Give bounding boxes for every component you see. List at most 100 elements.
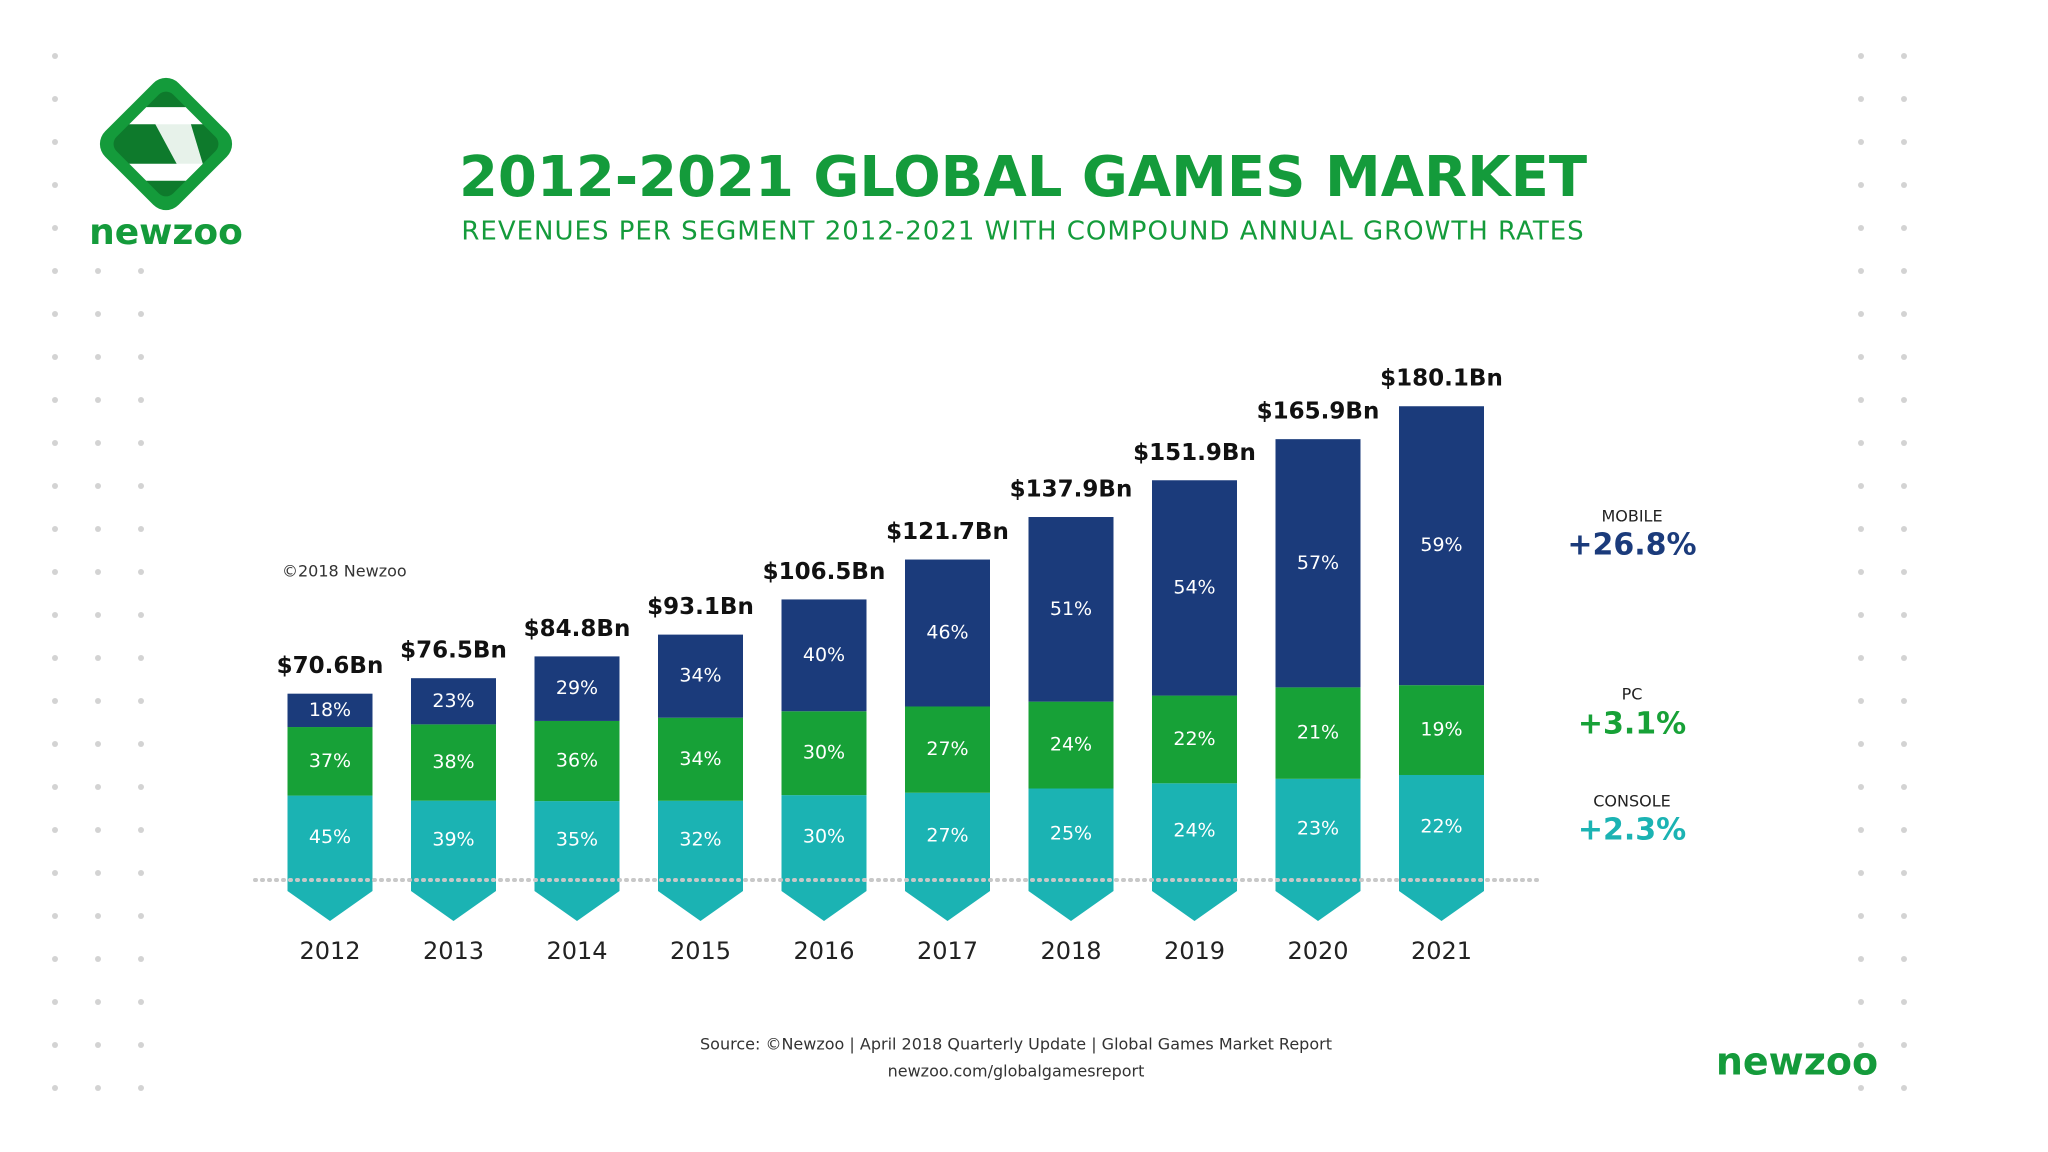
bar-segment <box>781 795 867 879</box>
bar-segment <box>1028 517 1114 702</box>
logo-text: newzoo <box>89 212 243 253</box>
bar-segment <box>287 795 373 879</box>
segment-label: 27% <box>926 738 968 760</box>
bar-segment <box>905 559 990 707</box>
dot-decoration <box>42 42 62 262</box>
legend-name: PC <box>1622 685 1643 704</box>
segment-label: 23% <box>432 690 474 712</box>
bar-segment <box>658 717 743 801</box>
total-label: $180.1Bn <box>1380 366 1503 392</box>
bar-segment <box>1152 480 1237 696</box>
x-tick-label: 2017 <box>917 937 978 965</box>
bar-segment <box>1028 701 1114 789</box>
segment-label: 46% <box>926 622 968 644</box>
bar-arrow <box>1399 879 1484 921</box>
bar-arrow <box>287 879 373 921</box>
total-label: $84.8Bn <box>524 616 631 642</box>
x-tick-label: 2015 <box>670 937 731 965</box>
segment-label: 21% <box>1297 722 1339 744</box>
chart: 45% 37% 18% $70.6Bn 2012 39% 38% 23% $76.5Bn 2013… <box>253 366 1697 965</box>
bar-stack: 30% 30% 40% $106.5Bn <box>763 559 886 921</box>
x-tick-label: 2013 <box>423 937 484 965</box>
bar-arrow <box>1152 879 1237 921</box>
bar-segment <box>287 727 373 796</box>
title: 2012-2021 GLOBAL GAMES MARKET <box>459 145 1587 210</box>
bar-arrow <box>1275 879 1361 921</box>
bar-segment <box>781 599 867 712</box>
bar-segment <box>905 792 990 879</box>
segment-label: 40% <box>803 644 845 666</box>
bar-segment <box>905 706 990 793</box>
segment-label: 57% <box>1297 552 1339 574</box>
bar-segment <box>1399 406 1484 686</box>
bar-arrow <box>781 879 867 921</box>
segment-label: 22% <box>1420 815 1462 837</box>
bar-stack: 32% 34% 34% $93.1Bn <box>647 594 754 921</box>
bar-segment <box>534 720 620 802</box>
legend-name: MOBILE <box>1601 507 1662 526</box>
legend-growth: +26.8% <box>1567 528 1696 563</box>
segment-label: 19% <box>1420 719 1462 741</box>
dot-decoration <box>42 262 152 1102</box>
segment-label: 39% <box>432 828 474 850</box>
segment-label: 22% <box>1173 728 1215 750</box>
bar-stack: 39% 38% 23% $76.5Bn <box>400 638 507 921</box>
bar-stack: 45% 37% 18% $70.6Bn <box>277 653 383 921</box>
x-tick-label: 2019 <box>1164 937 1225 965</box>
total-label: $76.5Bn <box>400 638 507 664</box>
bar-segment <box>658 800 743 879</box>
segment-label: 54% <box>1173 576 1215 598</box>
bar-segment <box>1275 439 1361 688</box>
total-label: $121.7Bn <box>886 519 1009 545</box>
segment-label: 37% <box>309 750 351 772</box>
copyright: ©2018 Newzoo <box>282 562 407 581</box>
bar-segment <box>1152 695 1237 784</box>
bar-stack: 27% 27% 46% $121.7Bn <box>886 519 1009 921</box>
x-tick-label: 2020 <box>1287 937 1348 965</box>
x-tick-label: 2012 <box>299 937 360 965</box>
bar-arrow <box>658 879 743 921</box>
bar-arrow <box>905 879 990 921</box>
bar-segment <box>1399 685 1484 775</box>
segment-label: 59% <box>1420 534 1462 556</box>
footer-logo: newzoo <box>1716 1040 1878 1084</box>
segment-label: 51% <box>1050 598 1092 620</box>
bar-segment <box>1152 783 1237 879</box>
x-tick-label: 2018 <box>1040 937 1101 965</box>
total-label: $165.9Bn <box>1257 399 1380 425</box>
segment-label: 25% <box>1050 822 1092 844</box>
dot-decoration <box>1832 42 1942 1102</box>
segment-label: 36% <box>556 750 598 772</box>
bar-segment <box>287 693 373 728</box>
bar-stack: 22% 19% 59% $180.1Bn <box>1380 366 1503 921</box>
source-url: newzoo.com/globalgamesreport <box>888 1062 1145 1081</box>
bar-stack: 24% 22% 54% $151.9Bn <box>1133 440 1256 921</box>
segment-label: 35% <box>556 829 598 851</box>
bar-segment <box>534 656 620 721</box>
bar-segment <box>1399 774 1484 879</box>
bar-segment <box>534 801 620 879</box>
bar-segment <box>1028 788 1114 879</box>
total-label: $93.1Bn <box>647 594 754 620</box>
segment-label: 30% <box>803 742 845 764</box>
bar-segment <box>781 711 867 796</box>
bar-arrow <box>534 879 620 921</box>
segment-label: 38% <box>432 751 474 773</box>
segment-label: 24% <box>1173 820 1215 842</box>
segment-label: 34% <box>679 748 721 770</box>
legend-name: CONSOLE <box>1593 792 1671 811</box>
bar-stack: 35% 36% 29% $84.8Bn <box>524 616 631 921</box>
bar-segment <box>411 724 496 801</box>
segment-label: 23% <box>1297 817 1339 839</box>
legend-growth: +3.1% <box>1578 707 1686 742</box>
total-label: $106.5Bn <box>763 559 886 585</box>
source: Source: ©Newzoo | April 2018 Quarterly U… <box>700 1035 1332 1054</box>
segment-label: 29% <box>556 677 598 699</box>
segment-label: 30% <box>803 826 845 848</box>
x-tick-label: 2014 <box>546 937 607 965</box>
segment-label: 18% <box>309 699 351 721</box>
x-tick-label: 2021 <box>1411 937 1472 965</box>
total-label: $151.9Bn <box>1133 440 1256 466</box>
x-tick-label: 2016 <box>793 937 854 965</box>
